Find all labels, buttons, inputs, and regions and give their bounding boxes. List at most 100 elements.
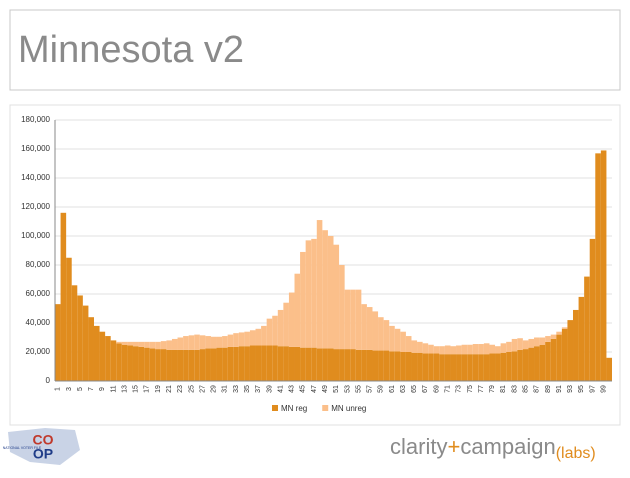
bar-segment (550, 338, 557, 381)
x-tick-label: 63 (400, 385, 407, 393)
bar-segment (121, 344, 128, 381)
bar-segment (400, 352, 406, 381)
x-tick-label: 19 (155, 385, 162, 393)
bar-segment (149, 341, 156, 349)
x-tick-label: 39 (266, 385, 273, 393)
x-tick-label: 89 (545, 385, 552, 393)
bar-segment (483, 354, 490, 381)
bar-segment (327, 236, 334, 349)
bar-segment (528, 338, 535, 348)
x-tick-label: 97 (589, 385, 596, 393)
bar-segment (417, 341, 423, 353)
bar-segment (216, 336, 223, 348)
bar-segment (238, 332, 245, 347)
x-tick-label: 73 (456, 385, 463, 393)
bar-segment (210, 348, 217, 381)
bar-segment (255, 328, 262, 346)
bar-segment (238, 346, 245, 381)
y-tick-label: 100,000 (21, 231, 50, 240)
y-tick-label: 0 (46, 376, 51, 385)
bar-segment (517, 349, 523, 381)
bar-segment (249, 330, 256, 346)
bar-segment (132, 346, 139, 381)
bar-segment (194, 349, 200, 381)
x-tick-label: 85 (523, 385, 530, 393)
bar-segment (467, 344, 473, 355)
bar-segment (567, 320, 574, 381)
title-box (9, 9, 621, 91)
bar-segment (495, 353, 501, 381)
x-tick-label: 91 (556, 385, 563, 393)
bar-segment (584, 276, 590, 381)
y-tick-label: 60,000 (26, 289, 51, 298)
y-tick-label: 180,000 (21, 115, 50, 124)
bar-segment (433, 346, 440, 354)
bar-segment (127, 345, 133, 381)
bar-segment (255, 345, 262, 381)
bar-segment (288, 292, 295, 347)
x-tick-label: 43 (289, 385, 296, 393)
bar-segment (411, 340, 418, 353)
bar-segment (311, 238, 317, 348)
bar-segment (71, 285, 78, 381)
bar-segment (339, 265, 345, 350)
x-tick-label: 25 (188, 385, 195, 393)
legend-label: MN reg (281, 404, 307, 413)
bar-segment (160, 349, 167, 381)
x-tick-label: 93 (567, 385, 574, 393)
bar-segment (110, 340, 117, 381)
bar-segment (522, 349, 529, 381)
bar-segment (394, 328, 401, 352)
coop-bottom: OP (33, 446, 53, 462)
bar-segment (372, 311, 379, 351)
bar-segment (199, 349, 206, 381)
bar-segment (55, 304, 61, 381)
bar-segment (244, 346, 250, 381)
bar-segment (266, 318, 273, 346)
x-tick-label: 55 (355, 385, 362, 393)
x-tick-label: 23 (177, 385, 184, 393)
bar-segment (545, 336, 551, 342)
bar-segment (405, 336, 412, 352)
x-tick-label: 29 (211, 385, 218, 393)
bar-segment (506, 341, 512, 352)
bar-segment (606, 357, 612, 381)
bar-segment (456, 354, 462, 381)
bar-segment (60, 212, 67, 381)
bar-segment (355, 349, 362, 381)
bar-segment (550, 334, 557, 339)
bar-segment (344, 289, 351, 350)
bar-segment (478, 354, 484, 381)
brand-labs: (labs) (556, 445, 596, 462)
bar-segment (478, 344, 484, 355)
bar-segment (428, 344, 434, 354)
bar-segment (355, 289, 362, 350)
x-tick-label: 3 (66, 387, 73, 391)
y-tick-label: 140,000 (21, 173, 50, 182)
bar-segment (105, 336, 111, 381)
bar-segment (444, 354, 451, 381)
bar-segment (294, 273, 301, 347)
bar-segment (261, 325, 267, 346)
x-tick-label: 41 (277, 385, 284, 393)
bar-segment (372, 350, 379, 381)
bar-segment (277, 309, 284, 347)
legend-label: MN unreg (331, 404, 366, 413)
x-tick-label: 81 (500, 385, 507, 393)
bar-segment (205, 336, 211, 349)
bar-segment (534, 337, 540, 347)
bar-segment (394, 351, 401, 381)
bar-segment (366, 307, 373, 350)
brand-plus: + (447, 434, 460, 459)
x-tick-label: 11 (110, 385, 117, 392)
bar-segment (333, 349, 340, 381)
x-tick-label: 37 (255, 385, 262, 393)
bar-segment (561, 327, 568, 329)
bar-segment (461, 344, 468, 355)
bar-segment (383, 320, 390, 351)
x-tick-label: 53 (344, 385, 351, 393)
bar-segment (144, 341, 150, 348)
brand: clarity+campaign(labs) (390, 434, 596, 462)
bar-segment (378, 350, 384, 381)
x-tick-label: 35 (244, 385, 251, 393)
